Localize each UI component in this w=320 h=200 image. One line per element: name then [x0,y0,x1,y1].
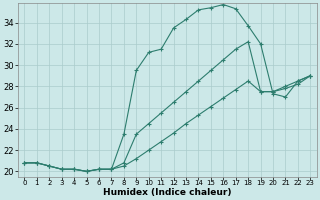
X-axis label: Humidex (Indice chaleur): Humidex (Indice chaleur) [103,188,232,197]
